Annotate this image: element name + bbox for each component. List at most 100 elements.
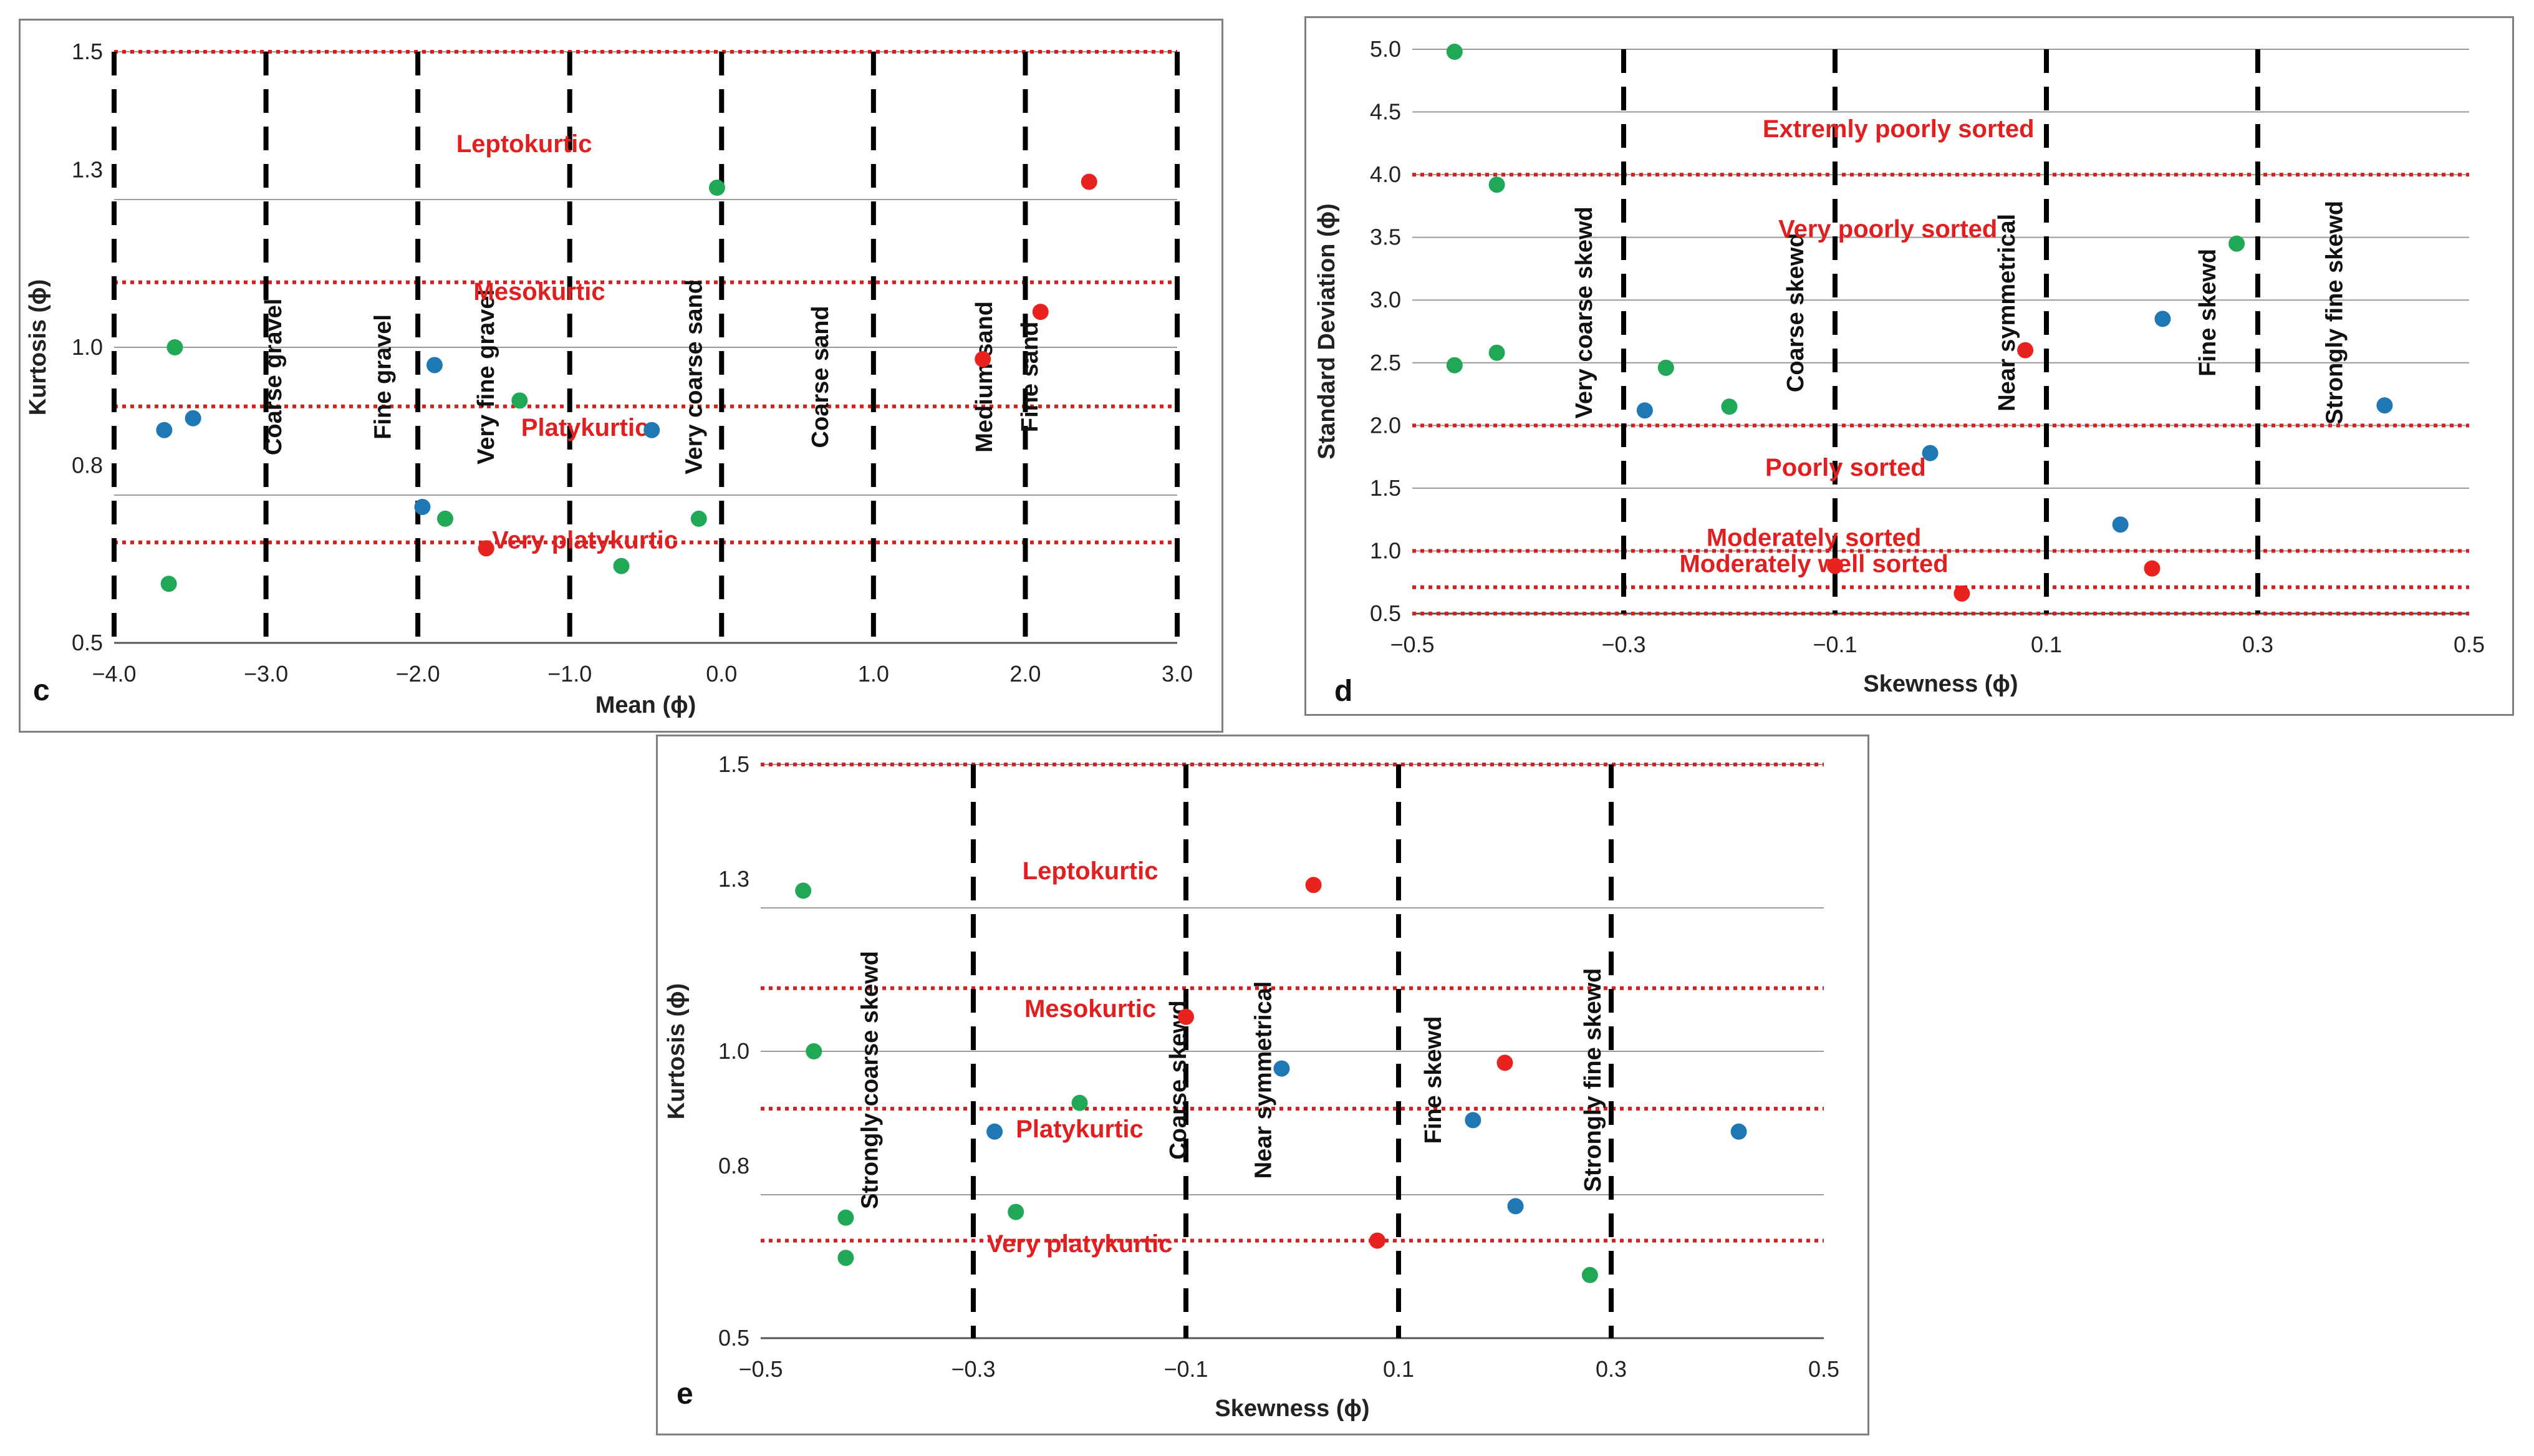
green-data-point: [690, 510, 707, 527]
green-data-point: [837, 1250, 854, 1266]
blue-data-point: [1507, 1198, 1524, 1215]
y-axis-label: Standard Deviation (ϕ): [1314, 203, 1340, 460]
green-data-point: [1071, 1094, 1088, 1111]
green-data-point: [1446, 357, 1463, 374]
category-label: Strongly coarse skewd: [857, 951, 884, 1209]
x-tick-label: 3.0: [1162, 661, 1193, 687]
chart-c-svg: 0.5 0.8 1.0 1.3 1.5 −4.0 −3.0 −2.0 −1.0 0.0 1.0 2.0…: [25, 39, 1193, 718]
red-data-point: [478, 540, 494, 557]
zone-label: Mesokurtic: [473, 278, 605, 306]
category-label: Coarse gravel: [261, 299, 287, 455]
blue-data-point: [1273, 1060, 1290, 1077]
x-tick-label: −0.5: [738, 1356, 783, 1382]
green-data-point: [1657, 359, 1674, 376]
category-label: Coarse skewd: [1165, 1000, 1192, 1160]
green-data-point: [166, 339, 183, 355]
zone-label: Poorly sorted: [1765, 454, 1926, 481]
y-axis-label: Kurtosis (ϕ): [25, 279, 51, 415]
panel-e: 0.5 0.8 1.0 1.3 1.5 −0.5 −0.3 −0.1 0.1 0.3 0.5 Skew…: [656, 735, 1869, 1435]
x-tick-label: 0.1: [1383, 1356, 1414, 1382]
y-tick-label: 3.5: [1370, 224, 1401, 250]
y-tick-label: 1.0: [718, 1038, 749, 1064]
green-data-point: [511, 392, 528, 409]
green-data-point: [837, 1209, 854, 1226]
zone-label: Very poorly sorted: [1778, 216, 1997, 243]
x-axis-label: Skewness (ϕ): [1863, 671, 2018, 697]
green-data-point: [1488, 176, 1505, 193]
panel-letter: e: [677, 1377, 693, 1410]
red-data-point: [1178, 1008, 1194, 1025]
green-data-point: [1446, 44, 1463, 60]
zone-label: Leptokurtic: [1023, 857, 1159, 885]
x-axis-label: Mean (ϕ): [595, 692, 696, 718]
x-tick-label: 0.3: [2242, 632, 2273, 657]
category-label: Very coarse sand: [682, 279, 708, 475]
x-tick-label: −1.0: [547, 661, 592, 687]
red-data-point: [1081, 173, 1097, 190]
y-tick-label: 5.0: [1370, 36, 1401, 62]
y-tick-label: 1.5: [1370, 475, 1401, 501]
x-tick-label: −0.1: [1163, 1356, 1208, 1382]
category-label: Near symmetrical: [1250, 981, 1276, 1179]
blue-data-point: [156, 422, 173, 438]
blue-data-point: [1922, 445, 1939, 461]
y-tick-label: 4.0: [1370, 162, 1401, 187]
zone-label: Extremly poorly sorted: [1763, 115, 2035, 143]
y-tick-label: 0.8: [718, 1153, 749, 1179]
blue-data-point: [414, 498, 431, 515]
zone-label: Mesokurtic: [1024, 995, 1156, 1023]
x-tick-label: 0.3: [1596, 1356, 1627, 1382]
x-tick-label: −0.1: [1813, 632, 1857, 657]
category-label: Near symmetrical: [1994, 214, 2020, 412]
category-label: Fine skewd: [1420, 1016, 1447, 1144]
green-data-point: [795, 882, 812, 899]
green-data-point: [2228, 235, 2245, 252]
red-data-point: [975, 350, 991, 367]
blue-data-point: [426, 357, 443, 374]
zone-label: Leptokurtic: [456, 130, 592, 158]
x-tick-label: 0.1: [2031, 632, 2062, 657]
green-data-point: [613, 557, 630, 574]
red-data-point: [1496, 1054, 1513, 1071]
y-tick-label: 0.5: [718, 1325, 749, 1351]
zone-label: Platykurtic: [521, 414, 649, 441]
x-axis-label: Skewness (ϕ): [1215, 1396, 1369, 1422]
red-data-point: [1369, 1232, 1385, 1249]
x-tick-label: 0.5: [2454, 632, 2485, 657]
x-tick-label: −0.5: [1390, 632, 1434, 657]
x-tick-label: 1.0: [858, 661, 889, 687]
category-label: Coarse sand: [807, 306, 834, 448]
blue-data-point: [2112, 516, 2129, 533]
x-tick-label: −2.0: [396, 661, 440, 687]
y-tick-label: 3.0: [1370, 287, 1401, 312]
green-data-point: [436, 510, 453, 527]
category-label: Fine sand: [1017, 322, 1043, 432]
y-tick-label: 2.5: [1370, 350, 1401, 375]
green-data-point: [1581, 1266, 1598, 1283]
x-tick-label: −0.3: [951, 1356, 995, 1382]
blue-data-point: [2376, 397, 2393, 414]
red-data-point: [1953, 585, 1970, 602]
y-tick-label: 2.0: [1370, 412, 1401, 438]
zone-label: Very platykurtic: [987, 1230, 1173, 1258]
chart-e-svg: 0.5 0.8 1.0 1.3 1.5 −0.5 −0.3 −0.1 0.1 0.3 0.5 Skew…: [663, 751, 1839, 1422]
x-tick-label: −0.3: [1601, 632, 1645, 657]
zone-label: Very platykurtic: [492, 526, 678, 554]
y-tick-label: 1.0: [1370, 538, 1401, 563]
x-tick-label: 2.0: [1009, 661, 1041, 687]
green-data-point: [1721, 398, 1738, 415]
green-data-point: [1488, 344, 1505, 361]
blue-data-point: [1465, 1112, 1481, 1129]
red-data-point: [1305, 877, 1322, 894]
zone-label: Moderately sorted: [1707, 524, 1922, 551]
blue-data-point: [1636, 402, 1653, 419]
blue-data-point: [643, 422, 660, 438]
x-tick-label: 0.0: [706, 661, 737, 687]
category-label: Coarse skewd: [1783, 233, 1809, 393]
panel-c: 0.5 0.8 1.0 1.3 1.5 −4.0 −3.0 −2.0 −1.0 0.0 1.0 2.0…: [19, 19, 1223, 733]
x-tick-label: −3.0: [244, 661, 288, 687]
x-tick-label: −4.0: [92, 661, 136, 687]
y-tick-label: 1.0: [72, 334, 103, 360]
red-data-point: [2144, 560, 2161, 577]
y-tick-label: 1.3: [72, 157, 103, 183]
